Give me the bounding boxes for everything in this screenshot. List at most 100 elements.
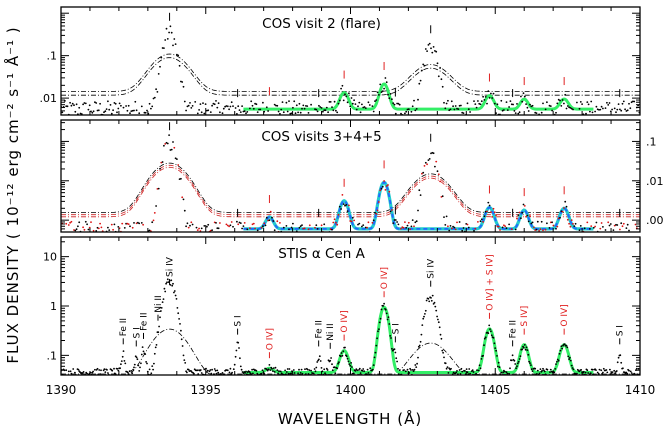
data-point: [477, 369, 480, 372]
data-point: [84, 220, 87, 223]
data-point: [129, 112, 131, 115]
data-point: [363, 370, 365, 373]
panel-title-bottom: STIS α Cen A: [278, 246, 365, 262]
data-point: [548, 227, 551, 229]
data-point: [260, 372, 263, 375]
data-point: [599, 227, 602, 230]
data-point: [277, 110, 280, 113]
data-point: [308, 369, 311, 371]
data-point: [153, 96, 156, 99]
data-point: [414, 364, 417, 366]
data-point: [75, 103, 78, 106]
data-point: [301, 107, 303, 110]
data-point: [303, 107, 306, 110]
data-point: [633, 100, 636, 103]
data-point: [139, 366, 141, 369]
data-point: [436, 62, 439, 65]
data-point: [320, 224, 323, 227]
data-point: [611, 371, 614, 373]
data-point: [65, 369, 68, 372]
data-point: [307, 373, 310, 375]
data-point: [187, 368, 190, 371]
data-point: [542, 229, 544, 232]
data-point: [95, 102, 98, 104]
data-point: [527, 110, 530, 112]
data-point: [206, 369, 209, 372]
data-point: [572, 368, 575, 371]
data-point: [449, 108, 452, 111]
data-point: [572, 108, 574, 111]
data-point: [491, 216, 494, 218]
data-point: [551, 109, 553, 112]
data-point: [523, 344, 526, 346]
data-point: [138, 112, 141, 115]
data-point: [503, 109, 505, 111]
data-point: [306, 368, 309, 371]
data-point: [262, 225, 264, 228]
data-point: [86, 223, 88, 226]
data-point: [531, 370, 534, 372]
data-point: [452, 105, 454, 108]
data-point: [239, 111, 242, 113]
data-point: [375, 99, 378, 101]
data-point: [521, 100, 524, 103]
data-point: [525, 103, 527, 105]
data-point: [277, 372, 279, 375]
data-point: [180, 329, 182, 332]
data-point: [405, 226, 408, 229]
data-point: [488, 324, 491, 327]
data-point: [334, 372, 337, 375]
data-point: [464, 370, 466, 372]
data-point: [151, 221, 154, 224]
reference-curve: [61, 162, 640, 213]
data-point: [229, 105, 232, 108]
data-point: [293, 100, 296, 103]
data-point: [483, 337, 486, 340]
data-point: [294, 112, 297, 115]
data-point: [151, 365, 154, 367]
data-point: [140, 105, 143, 108]
data-point: [233, 363, 236, 366]
data-point: [187, 104, 190, 107]
data-point: [299, 372, 302, 374]
data-point: [284, 369, 286, 372]
data-point: [116, 368, 119, 370]
data-point: [133, 363, 136, 366]
data-point: [232, 225, 234, 228]
data-point: [366, 226, 368, 229]
data-point: [362, 224, 365, 227]
data-point: [549, 105, 552, 107]
data-point: [406, 368, 409, 371]
data-point: [514, 363, 517, 365]
data-point: [536, 369, 539, 372]
data-point: [526, 349, 529, 351]
data-point: [267, 368, 270, 371]
data-point: [213, 103, 216, 106]
data-point: [165, 282, 168, 285]
data-point: [237, 105, 240, 108]
data-point: [361, 369, 364, 372]
data-point: [65, 105, 68, 108]
data-point: [320, 107, 323, 109]
data-point: [271, 216, 273, 219]
data-point: [517, 112, 520, 115]
data-point: [263, 222, 266, 225]
data-point: [571, 367, 574, 369]
data-point: [544, 228, 547, 231]
data-point: [141, 346, 144, 348]
data-point: [107, 100, 109, 103]
data-point: [183, 209, 186, 212]
data-point: [605, 369, 608, 371]
data-point: [182, 198, 185, 201]
data-point: [103, 111, 105, 114]
data-point: [476, 369, 478, 372]
data-point: [538, 372, 541, 375]
data-point: [75, 228, 78, 231]
fit-curve-green: [243, 82, 594, 111]
data-point: [501, 226, 504, 229]
data-point: [563, 207, 565, 209]
data-point: [447, 225, 449, 228]
data-point: [529, 215, 531, 218]
data-point: [599, 108, 602, 111]
data-point: [181, 81, 184, 83]
